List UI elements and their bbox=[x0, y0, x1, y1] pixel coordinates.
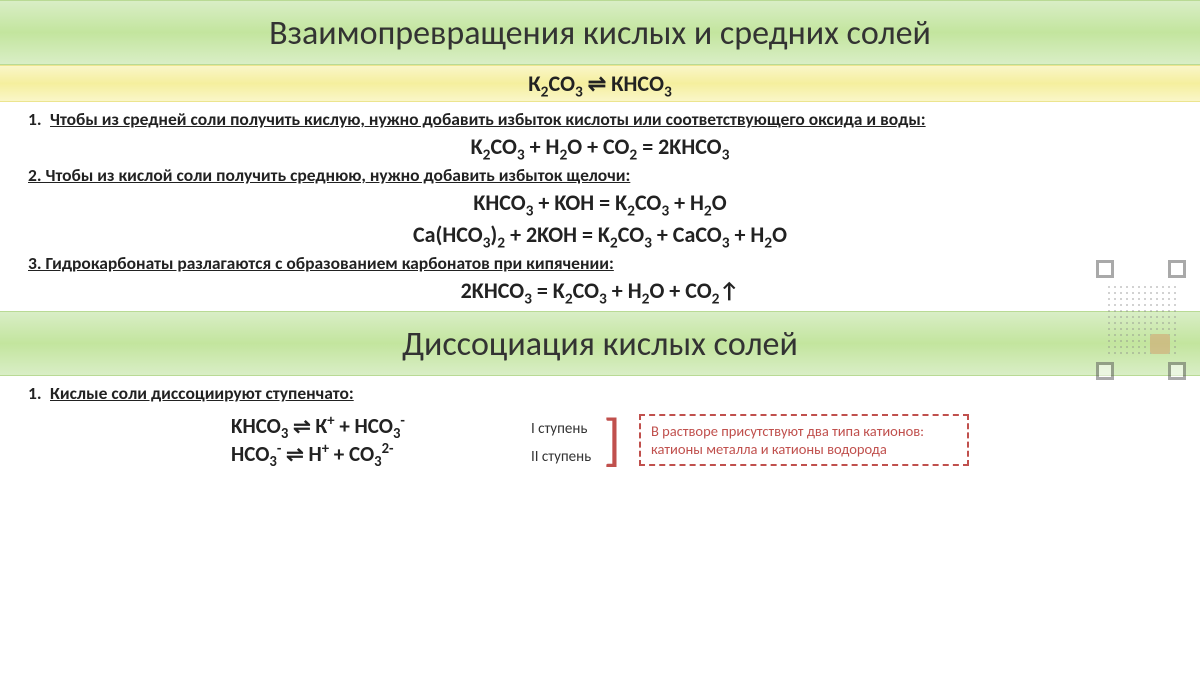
diss-step-1: KHCO3 ⇌ К+ + HCO3- I ступень bbox=[231, 413, 591, 439]
subtitle: К2СО3 ⇌ КНСО3 bbox=[528, 70, 672, 97]
subtitle-banner: К2СО3 ⇌ КНСО3 bbox=[0, 65, 1200, 102]
note-box: В растворе присутствуют два типа катионо… bbox=[639, 414, 969, 466]
section-1: 1.Чтобы из средней соли получить кислую,… bbox=[0, 102, 1200, 311]
rule-2: 2. Чтобы из кислой соли получить среднюю… bbox=[28, 165, 1172, 187]
qr-code-icon bbox=[1096, 260, 1186, 380]
rule-4-text: Кислые соли диссоциируют ступенчато: bbox=[50, 382, 354, 404]
diss-2-formula: HCO3- ⇌ H+ + CO32- bbox=[231, 441, 521, 467]
rule-1: 1.Чтобы из средней соли получить кислую,… bbox=[28, 109, 1172, 131]
dissociation-equations: KHCO3 ⇌ К+ + HCO3- I ступень HCO3- ⇌ H+ … bbox=[231, 411, 591, 469]
equation-3: Ca(HCO3)2 + 2KOH = K2CO3 + CaCO3 + H2O bbox=[28, 221, 1172, 249]
dissociation-row: KHCO3 ⇌ К+ + HCO3- I ступень HCO3- ⇌ H+ … bbox=[28, 411, 1172, 469]
rule-4: 1.Кислые соли диссоциируют ступенчато: bbox=[28, 383, 1172, 405]
diss-1-formula: KHCO3 ⇌ К+ + HCO3- bbox=[231, 413, 521, 439]
section-2: 1.Кислые соли диссоциируют ступенчато: K… bbox=[0, 376, 1200, 471]
diss-1-step: I ступень bbox=[531, 420, 587, 438]
rule-1-num: 1. bbox=[28, 109, 50, 131]
rule-1-text: Чтобы из средней соли получить кислую, н… bbox=[50, 108, 926, 130]
diss-2-step: II ступень bbox=[531, 448, 591, 466]
equation-4: 2KHCO3 = K2CO3 + H2O + CO2↑ bbox=[28, 277, 1172, 305]
equation-1: K2CO3 + H2O + CO2 = 2KHCO3 bbox=[28, 133, 1172, 161]
title-2: Диссоциация кислых солей bbox=[402, 324, 798, 365]
title-banner-1: Взаимопревращения кислых и средних солей bbox=[0, 0, 1200, 65]
bracket-icon: ] bbox=[603, 416, 621, 464]
title-banner-2: Диссоциация кислых солей bbox=[0, 311, 1200, 376]
rule-4-num: 1. bbox=[28, 383, 50, 405]
diss-step-2: HCO3- ⇌ H+ + CO32- II ступень bbox=[231, 441, 591, 467]
rule-3: 3. Гидрокарбонаты разлагаются с образова… bbox=[28, 253, 1172, 275]
note-text: В растворе присутствуют два типа катионо… bbox=[651, 422, 924, 458]
title-1: Взаимопревращения кислых и средних солей bbox=[269, 13, 931, 54]
equation-2: KHCO3 + KOH = K2CO3 + H2O bbox=[28, 189, 1172, 217]
